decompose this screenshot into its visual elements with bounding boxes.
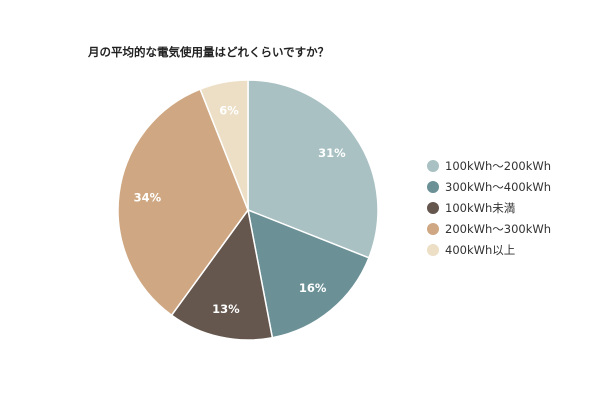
pie-slice (117, 88, 249, 317)
slice-percent-label: 16% (299, 281, 327, 295)
slice-percent-label: 31% (318, 146, 346, 160)
legend-label: 200kWh〜300kWh (445, 222, 551, 236)
pie-slice (199, 79, 249, 211)
legend-label: 300kWh〜400kWh (445, 180, 551, 194)
pie-slice (170, 208, 274, 341)
legend-swatch (427, 181, 439, 193)
legend-swatch (427, 202, 439, 214)
legend-swatch (427, 223, 439, 235)
legend-swatch (427, 244, 439, 256)
pie-slices (117, 79, 379, 341)
legend-swatch (427, 160, 439, 172)
chart-title: 月の平均的な電気使用量はどれくらいですか？ (87, 45, 329, 59)
legend: 100kWh〜200kWh 300kWh〜400kWh 100kWh未満 200kWh… (427, 159, 551, 257)
legend-label: 100kWh〜200kWh (445, 159, 551, 173)
legend-label: 100kWh未満 (445, 201, 515, 215)
pie-slice (247, 208, 370, 339)
slice-percent-label: 6% (219, 103, 239, 117)
slice-percent-label: 13% (212, 302, 240, 316)
slice-percent-label: 34% (134, 190, 162, 204)
slice-labels: 31% 16% 13% 34% 6% (134, 103, 347, 316)
legend-label: 400kWh以上 (445, 243, 515, 257)
pie-slice (247, 79, 379, 259)
